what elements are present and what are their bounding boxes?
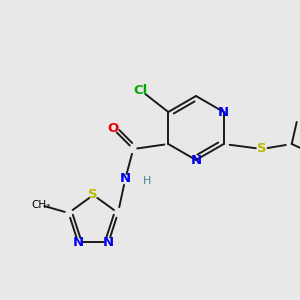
Text: H: H [143,176,152,186]
Text: N: N [190,154,202,166]
Text: CH₃: CH₃ [31,200,50,210]
Text: N: N [120,172,131,185]
Text: N: N [218,106,229,118]
Text: N: N [72,236,84,248]
Text: Cl: Cl [133,83,147,97]
Text: S: S [88,188,98,202]
Text: O: O [108,122,119,136]
Text: S: S [257,142,266,155]
Text: N: N [103,236,114,248]
